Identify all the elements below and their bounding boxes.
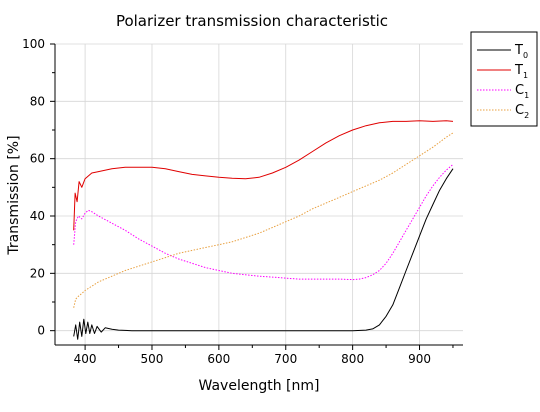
series-line-c1 (73, 164, 454, 281)
series-line-c2 (73, 132, 454, 308)
y-tick-label: 60 (30, 152, 45, 166)
legend-subscript: 1 (524, 91, 529, 100)
series-line-t0 (73, 168, 454, 340)
x-tick-label: 600 (207, 352, 230, 366)
x-tick-label: 700 (274, 352, 297, 366)
legend-subscript: 0 (523, 51, 528, 60)
chart-title: Polarizer transmission characteristic (116, 12, 388, 30)
x-tick-label: 500 (141, 352, 164, 366)
legend-subscript: 1 (523, 71, 528, 80)
y-tick-label: 20 (30, 266, 45, 280)
legend-subscript: 2 (524, 111, 529, 120)
y-tick-label: 100 (22, 37, 45, 51)
series-line-t1 (73, 120, 454, 231)
x-tick-label: 900 (408, 352, 431, 366)
x-tick-label: 400 (74, 352, 97, 366)
y-tick-label: 40 (30, 209, 45, 223)
y-axis-label: Transmission [%] (6, 135, 22, 255)
y-tick-label: 0 (37, 324, 45, 338)
x-axis-label: Wavelength [nm] (199, 378, 320, 394)
y-tick-label: 80 (30, 94, 45, 108)
x-tick-label: 800 (341, 352, 364, 366)
plot-area: 400 500 600 700 800 900 0 20 40 60 80 100 (22, 37, 463, 366)
